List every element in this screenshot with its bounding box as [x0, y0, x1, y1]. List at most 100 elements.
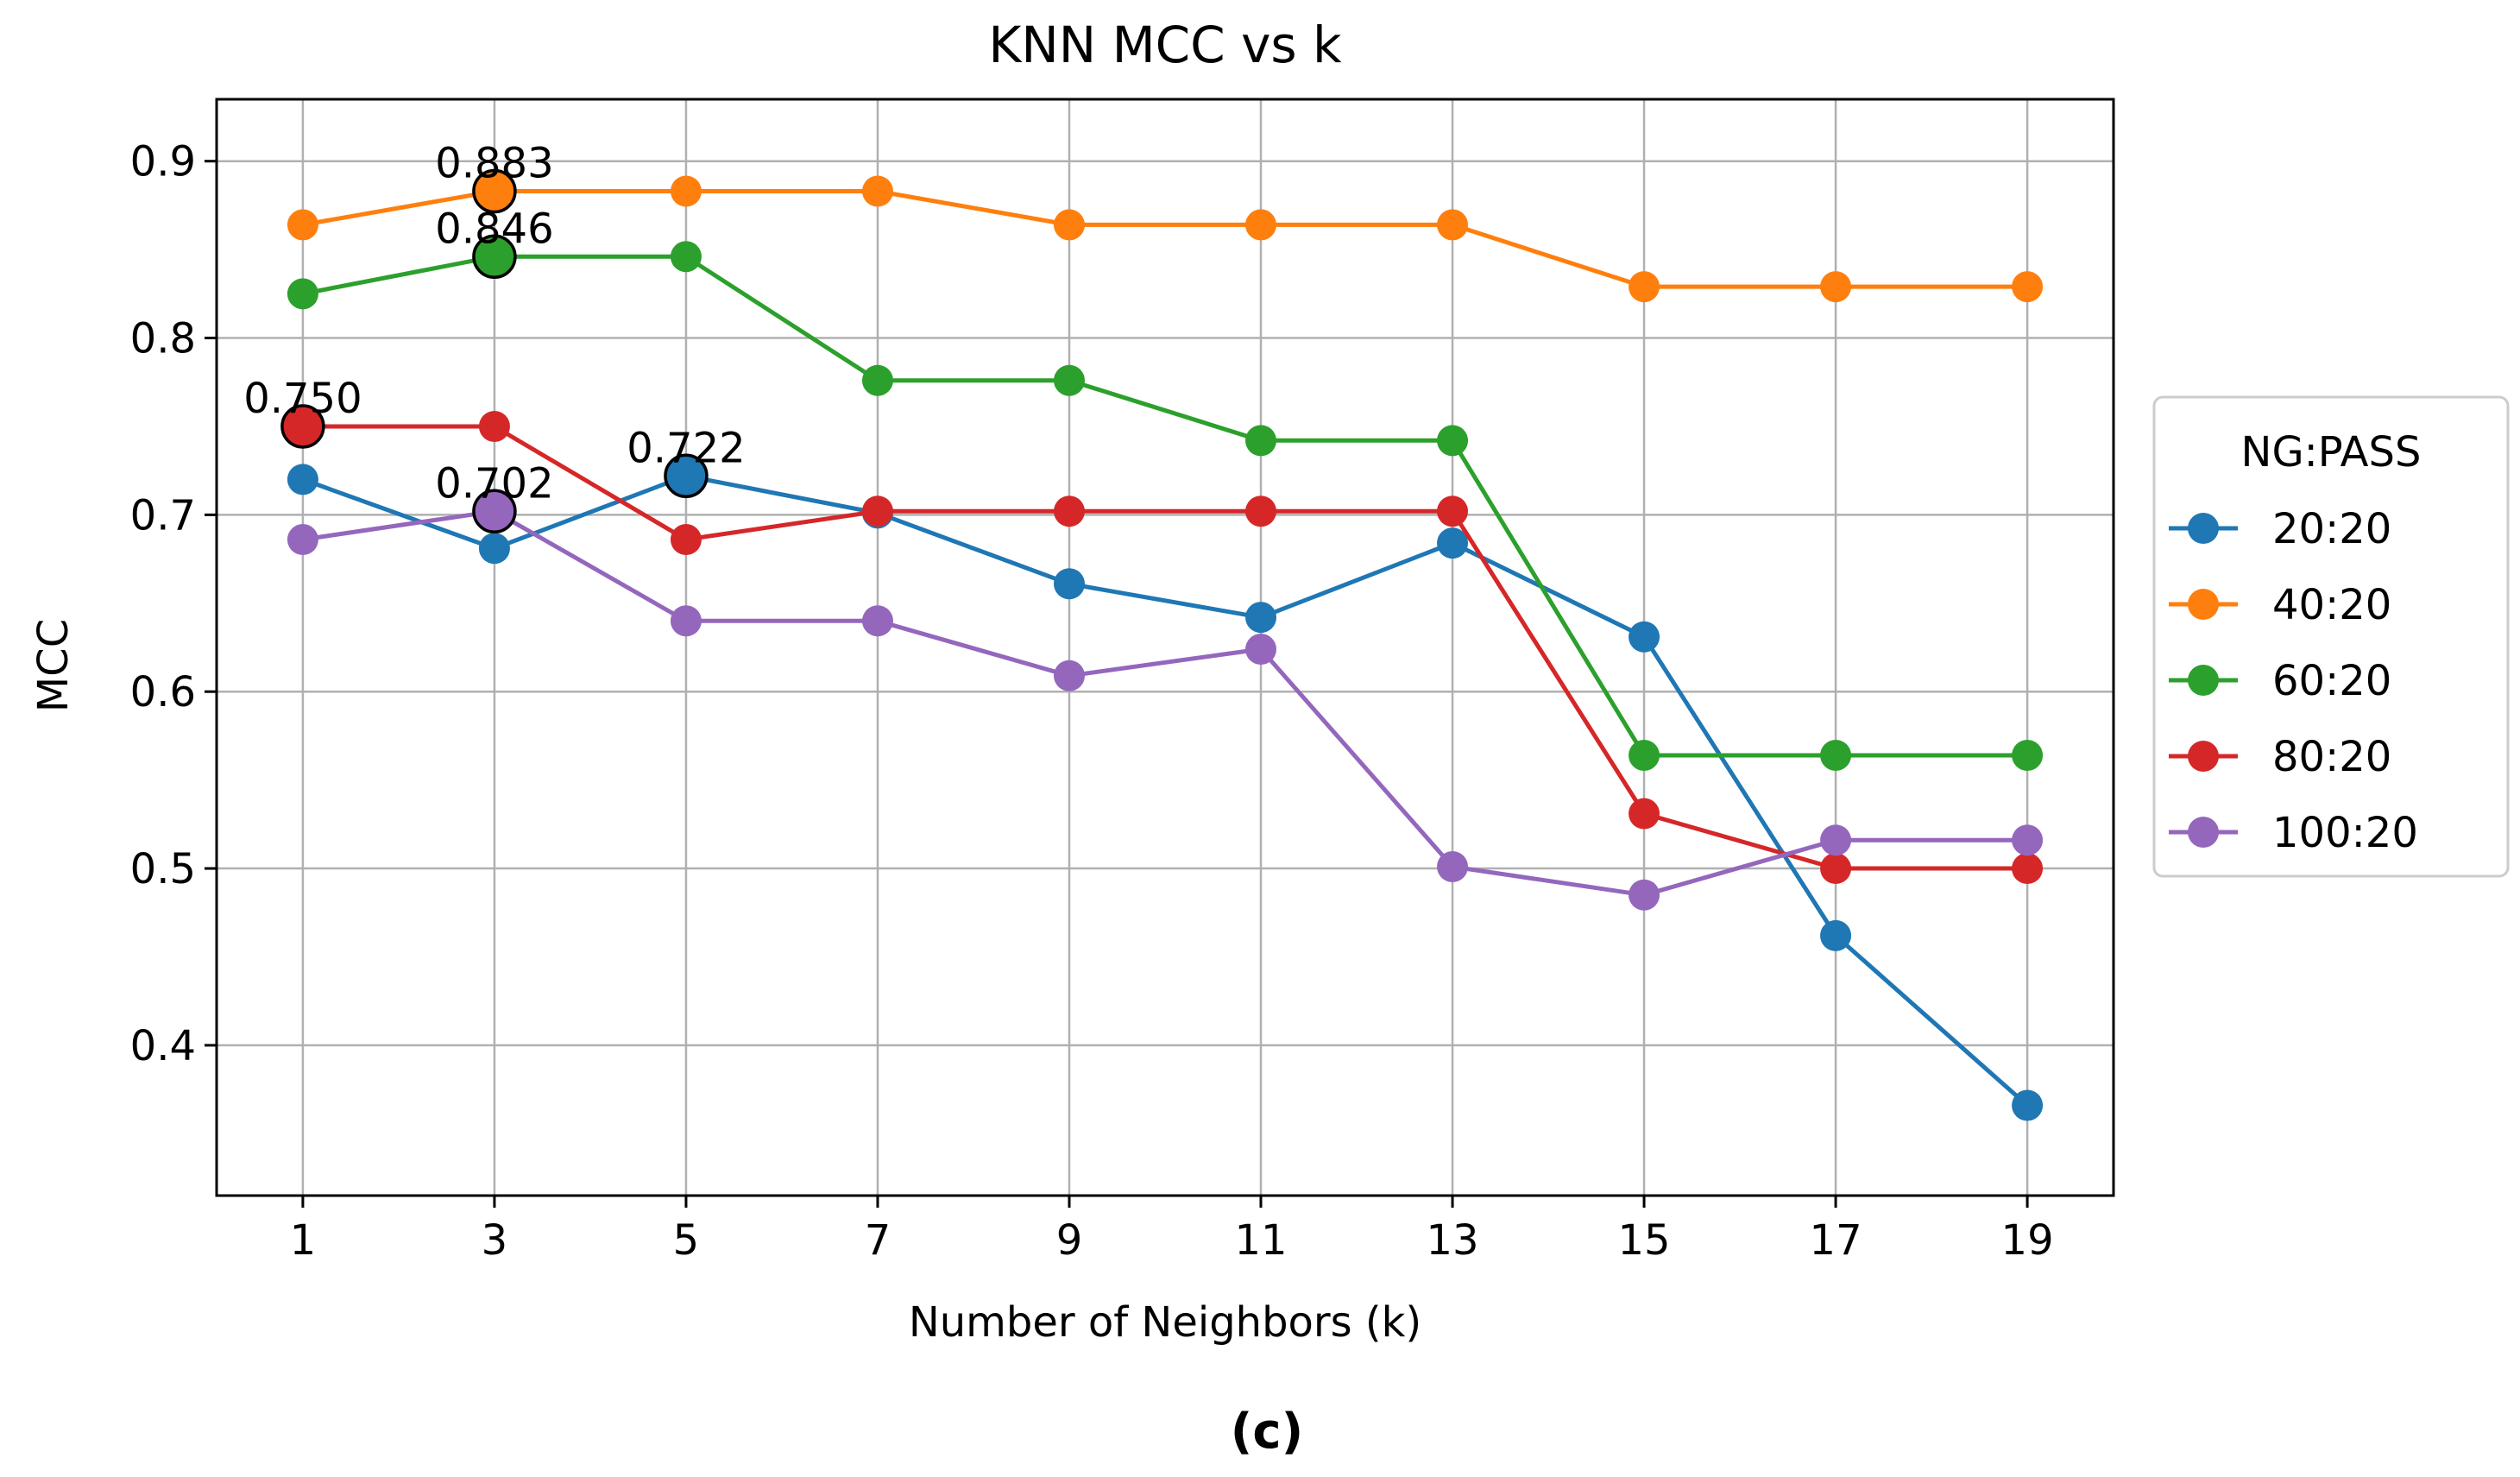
legend-marker — [2188, 589, 2219, 620]
data-point — [478, 533, 510, 565]
data-point — [1245, 602, 1277, 634]
series-line — [302, 254, 2028, 758]
x-axis-label: Number of Neighbors (k) — [909, 1298, 1421, 1347]
series-20-20 — [287, 460, 2044, 1121]
y-tick-label: 0.7 — [130, 491, 196, 540]
data-point — [1629, 798, 1660, 830]
data-point — [1437, 495, 1469, 527]
best-point-label: 0.846 — [435, 205, 553, 253]
legend: NG:PASS 20:20 40:20 60:20 80:20 100:20 — [2152, 395, 2510, 878]
legend-label: 40:20 — [2272, 581, 2391, 629]
y-tick-label: 0.6 — [130, 668, 196, 716]
legend-marker — [2188, 741, 2219, 772]
data-point — [2012, 824, 2044, 856]
data-point — [2012, 1089, 2044, 1121]
data-point — [1053, 495, 1085, 527]
legend-label: 20:20 — [2272, 505, 2391, 553]
data-point — [1629, 879, 1660, 911]
x-tick-label: 7 — [865, 1216, 891, 1265]
legend-marker — [2188, 665, 2219, 696]
best-point-label: 0.750 — [243, 375, 362, 423]
legend-item: 40:20 — [2169, 581, 2391, 629]
data-point — [478, 410, 510, 442]
y-tick-label: 0.4 — [130, 1022, 196, 1070]
data-point — [1437, 527, 1469, 559]
x-tick-label: 15 — [1618, 1216, 1671, 1265]
best-point-marker — [472, 234, 517, 280]
data-point — [1053, 568, 1085, 600]
series-line — [302, 473, 2029, 1108]
best-point-marker — [280, 404, 325, 449]
legend-label: 60:20 — [2272, 657, 2391, 705]
data-point — [287, 524, 318, 556]
data-point — [670, 524, 702, 556]
data-point — [2012, 271, 2044, 303]
series-80-20 — [287, 410, 2044, 885]
axis-ticks: 1 3 5 7 9 11 13 15 17 190.40.50.60.70.80.9 — [130, 138, 2054, 1265]
data-point — [1053, 209, 1085, 241]
data-point — [1245, 425, 1277, 457]
data-point — [1245, 634, 1277, 666]
data-point — [861, 364, 893, 396]
legend-item: 100:20 — [2169, 809, 2418, 857]
best-point-label: 0.702 — [435, 459, 553, 508]
series-line — [302, 189, 2028, 289]
legend-item: 20:20 — [2169, 505, 2391, 553]
data-point — [1820, 853, 1852, 885]
x-tick-label: 9 — [1056, 1216, 1083, 1265]
x-tick-label: 13 — [1426, 1216, 1478, 1265]
data-point — [1245, 209, 1277, 241]
x-tick-label: 19 — [2001, 1216, 2054, 1265]
legend-box — [2152, 395, 2510, 878]
x-tick-label: 3 — [482, 1216, 508, 1265]
data-point — [2012, 739, 2044, 771]
x-tick-label: 17 — [1810, 1216, 1862, 1265]
series-line — [302, 424, 2028, 871]
legend-marker — [2188, 513, 2219, 544]
data-point — [1629, 739, 1660, 771]
best-point-marker — [472, 489, 517, 534]
x-tick-label: 5 — [673, 1216, 700, 1265]
data-point — [1245, 495, 1277, 527]
data-point — [287, 278, 318, 310]
best-point-label: 0.883 — [435, 140, 553, 188]
data-point — [1820, 919, 1852, 951]
best-point-label: 0.722 — [627, 424, 745, 472]
data-point — [1820, 739, 1852, 771]
legend-item: 80:20 — [2169, 733, 2391, 781]
chart-title: KNN MCC vs k — [988, 16, 1342, 74]
data-point — [861, 605, 893, 637]
data-point — [1437, 209, 1469, 241]
plot-frame — [215, 98, 2115, 1197]
y-tick-label: 0.5 — [130, 845, 196, 893]
legend-label: 100:20 — [2272, 809, 2418, 857]
best-point-marker — [472, 168, 517, 214]
data-point — [1053, 364, 1085, 396]
data-point — [861, 175, 893, 207]
legend-items: 20:20 40:20 60:20 80:20 100:20 — [2169, 505, 2418, 857]
best-annotations: 0.722 0.883 0.846 0.750 0.702 — [243, 140, 746, 534]
best-point-marker — [664, 453, 709, 499]
data-point — [670, 175, 702, 207]
figure-caption: (c) — [1231, 1404, 1303, 1460]
data-point — [1629, 271, 1660, 303]
data-point — [670, 605, 702, 637]
legend-marker — [2188, 817, 2219, 848]
data-point — [670, 241, 702, 273]
data-point — [1437, 851, 1469, 882]
data-point — [1053, 660, 1085, 691]
data-point — [1820, 824, 1852, 856]
data-point — [1437, 425, 1469, 457]
legend-label: 80:20 — [2272, 733, 2391, 781]
y-tick-label: 0.8 — [130, 315, 196, 363]
y-tick-label: 0.9 — [130, 138, 196, 186]
data-point — [861, 495, 893, 527]
x-tick-label: 1 — [290, 1216, 317, 1265]
y-axis-label: MCC — [29, 619, 78, 712]
data-point — [1629, 621, 1660, 653]
data-point — [287, 464, 318, 495]
series-group — [287, 175, 2044, 1121]
legend-item: 60:20 — [2169, 657, 2391, 705]
x-tick-label: 11 — [1234, 1216, 1287, 1265]
